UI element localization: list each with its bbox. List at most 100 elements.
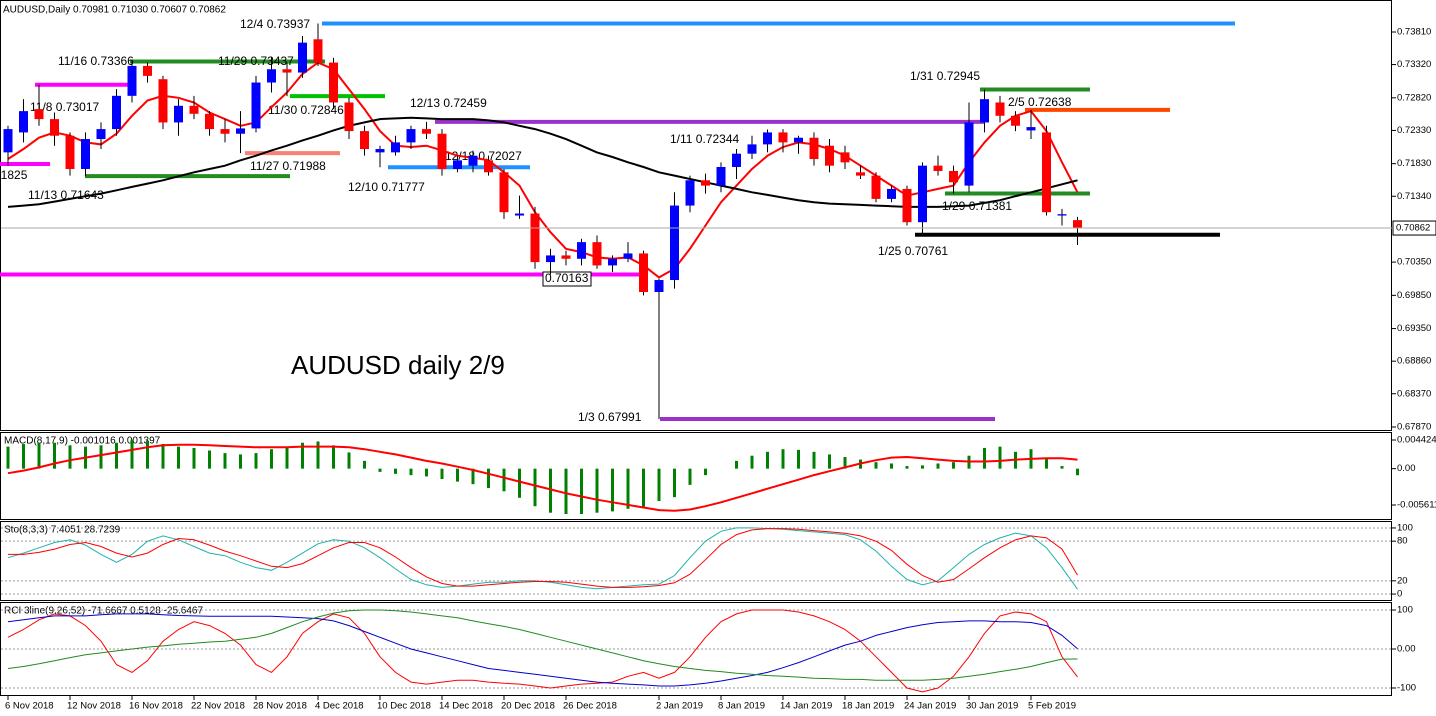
pane-title: MACD(8,17,9) -0.001016 0.001397 [4, 436, 161, 447]
macd-bar [177, 446, 180, 469]
candle-body [608, 258, 617, 266]
macd-bar [502, 468, 506, 492]
x-tick-label: 30 Jan 2019 [966, 701, 1018, 712]
y-tick-label: 100 [1397, 522, 1413, 533]
macd-bar [595, 468, 599, 513]
candle-body [391, 142, 400, 153]
x-tick-label: 14 Dec 2018 [439, 701, 493, 712]
macd-bar [68, 445, 72, 469]
y-tick-label: 0.73810 [1397, 27, 1431, 38]
macd-bar [688, 468, 692, 485]
candle-body [1073, 220, 1082, 229]
macd-bar [704, 468, 707, 476]
candle-body [50, 119, 59, 136]
macd-bar [456, 468, 459, 482]
candle-body [639, 253, 648, 293]
candle-body [794, 137, 803, 143]
y-tick-label: -100 [1397, 682, 1416, 693]
candle-body [918, 165, 927, 223]
macd-bar [239, 454, 242, 469]
candle-body [468, 155, 478, 166]
x-tick-label: 28 Nov 2018 [253, 701, 307, 712]
macd-bar [347, 452, 351, 469]
macd-bar [440, 468, 444, 480]
indicator-line [7, 609, 1078, 681]
y-tick-label: 0.71340 [1397, 191, 1431, 202]
macd-bar [487, 468, 490, 489]
last-price-box [1392, 220, 1436, 236]
candle-body [298, 42, 307, 73]
candle-body [34, 109, 44, 120]
indicator-line [8, 528, 1078, 588]
candle-body [716, 166, 726, 186]
candle-body [267, 69, 276, 83]
y-tick-label: 0.73320 [1397, 59, 1431, 70]
x-tick-label: 8 Jan 2019 [718, 701, 765, 712]
macd-bar [270, 449, 273, 469]
y-tick-label: 0.72330 [1397, 125, 1431, 136]
y-tick-label: -0.005611 [1397, 500, 1436, 511]
level-label: 11/8 0.73017 [30, 100, 100, 114]
x-tick-label: 6 Nov 2018 [5, 701, 54, 712]
candle-body [561, 255, 571, 259]
candle-body [980, 99, 989, 123]
candle-body [856, 172, 865, 176]
candle-body [577, 242, 586, 259]
annotation: 11/29 0.73437 [218, 54, 294, 68]
macd-bar [905, 466, 909, 469]
macd-bar [657, 468, 661, 502]
stoch-pane [0, 521, 1392, 601]
y-tick-label: 100 [1397, 605, 1413, 616]
candle-body [1042, 132, 1051, 213]
label-box [542, 271, 592, 287]
macd-bar [812, 451, 816, 469]
candle-body [313, 39, 323, 63]
candle-body [732, 153, 741, 167]
candle-body [406, 129, 416, 143]
y-tick-label: 0.69850 [1397, 290, 1431, 301]
candle-body [887, 188, 896, 199]
macd-bar [332, 445, 335, 469]
x-tick-label: 20 Dec 2018 [501, 701, 555, 712]
candle-body [375, 149, 385, 153]
x-tick-label: 24 Jan 2019 [904, 701, 956, 712]
candle-body [1057, 214, 1067, 216]
x-tick-label: 16 Nov 2018 [129, 701, 183, 712]
level-label: 12/13 0.72459 [410, 96, 487, 110]
last-price-label: 0.70862 [1396, 223, 1430, 234]
macd-bar [363, 460, 366, 469]
macd-bar [1060, 466, 1064, 469]
macd-bar [626, 468, 630, 509]
candle-body [453, 160, 462, 169]
candle-body [484, 160, 493, 173]
y-tick-label: 0.69350 [1397, 323, 1431, 334]
main-pane [0, 0, 1392, 431]
candle-body [3, 129, 13, 153]
candle-body [825, 145, 834, 166]
macd-bar [394, 468, 397, 474]
candle-body [902, 188, 912, 223]
moving-average [7, 61, 1079, 279]
candle-body [964, 122, 974, 186]
annotation: 1/11 0.72344 [670, 132, 740, 146]
candle-body [685, 180, 695, 206]
y-tick-label: 20 [1397, 575, 1408, 586]
x-tick-label: 2 Jan 2019 [656, 701, 703, 712]
candle-body [437, 133, 447, 169]
y-tick-label: 0.70350 [1397, 257, 1431, 268]
macd-bar [735, 460, 738, 469]
macd-bar [378, 468, 382, 472]
candle-body [933, 165, 943, 171]
candle-body [189, 105, 199, 114]
macd-bar [518, 468, 521, 498]
macd-bar [208, 450, 211, 469]
macd-bar [99, 445, 103, 469]
y-tick-label: 0.00 [1397, 644, 1416, 655]
pane-title: RCI 3line(9,26,52) -71.6667 0.5128 -25.6… [4, 606, 203, 617]
macd-bar [115, 442, 118, 469]
macd-bar [766, 451, 769, 469]
macd-bar [781, 449, 785, 469]
candle-body [96, 129, 106, 140]
